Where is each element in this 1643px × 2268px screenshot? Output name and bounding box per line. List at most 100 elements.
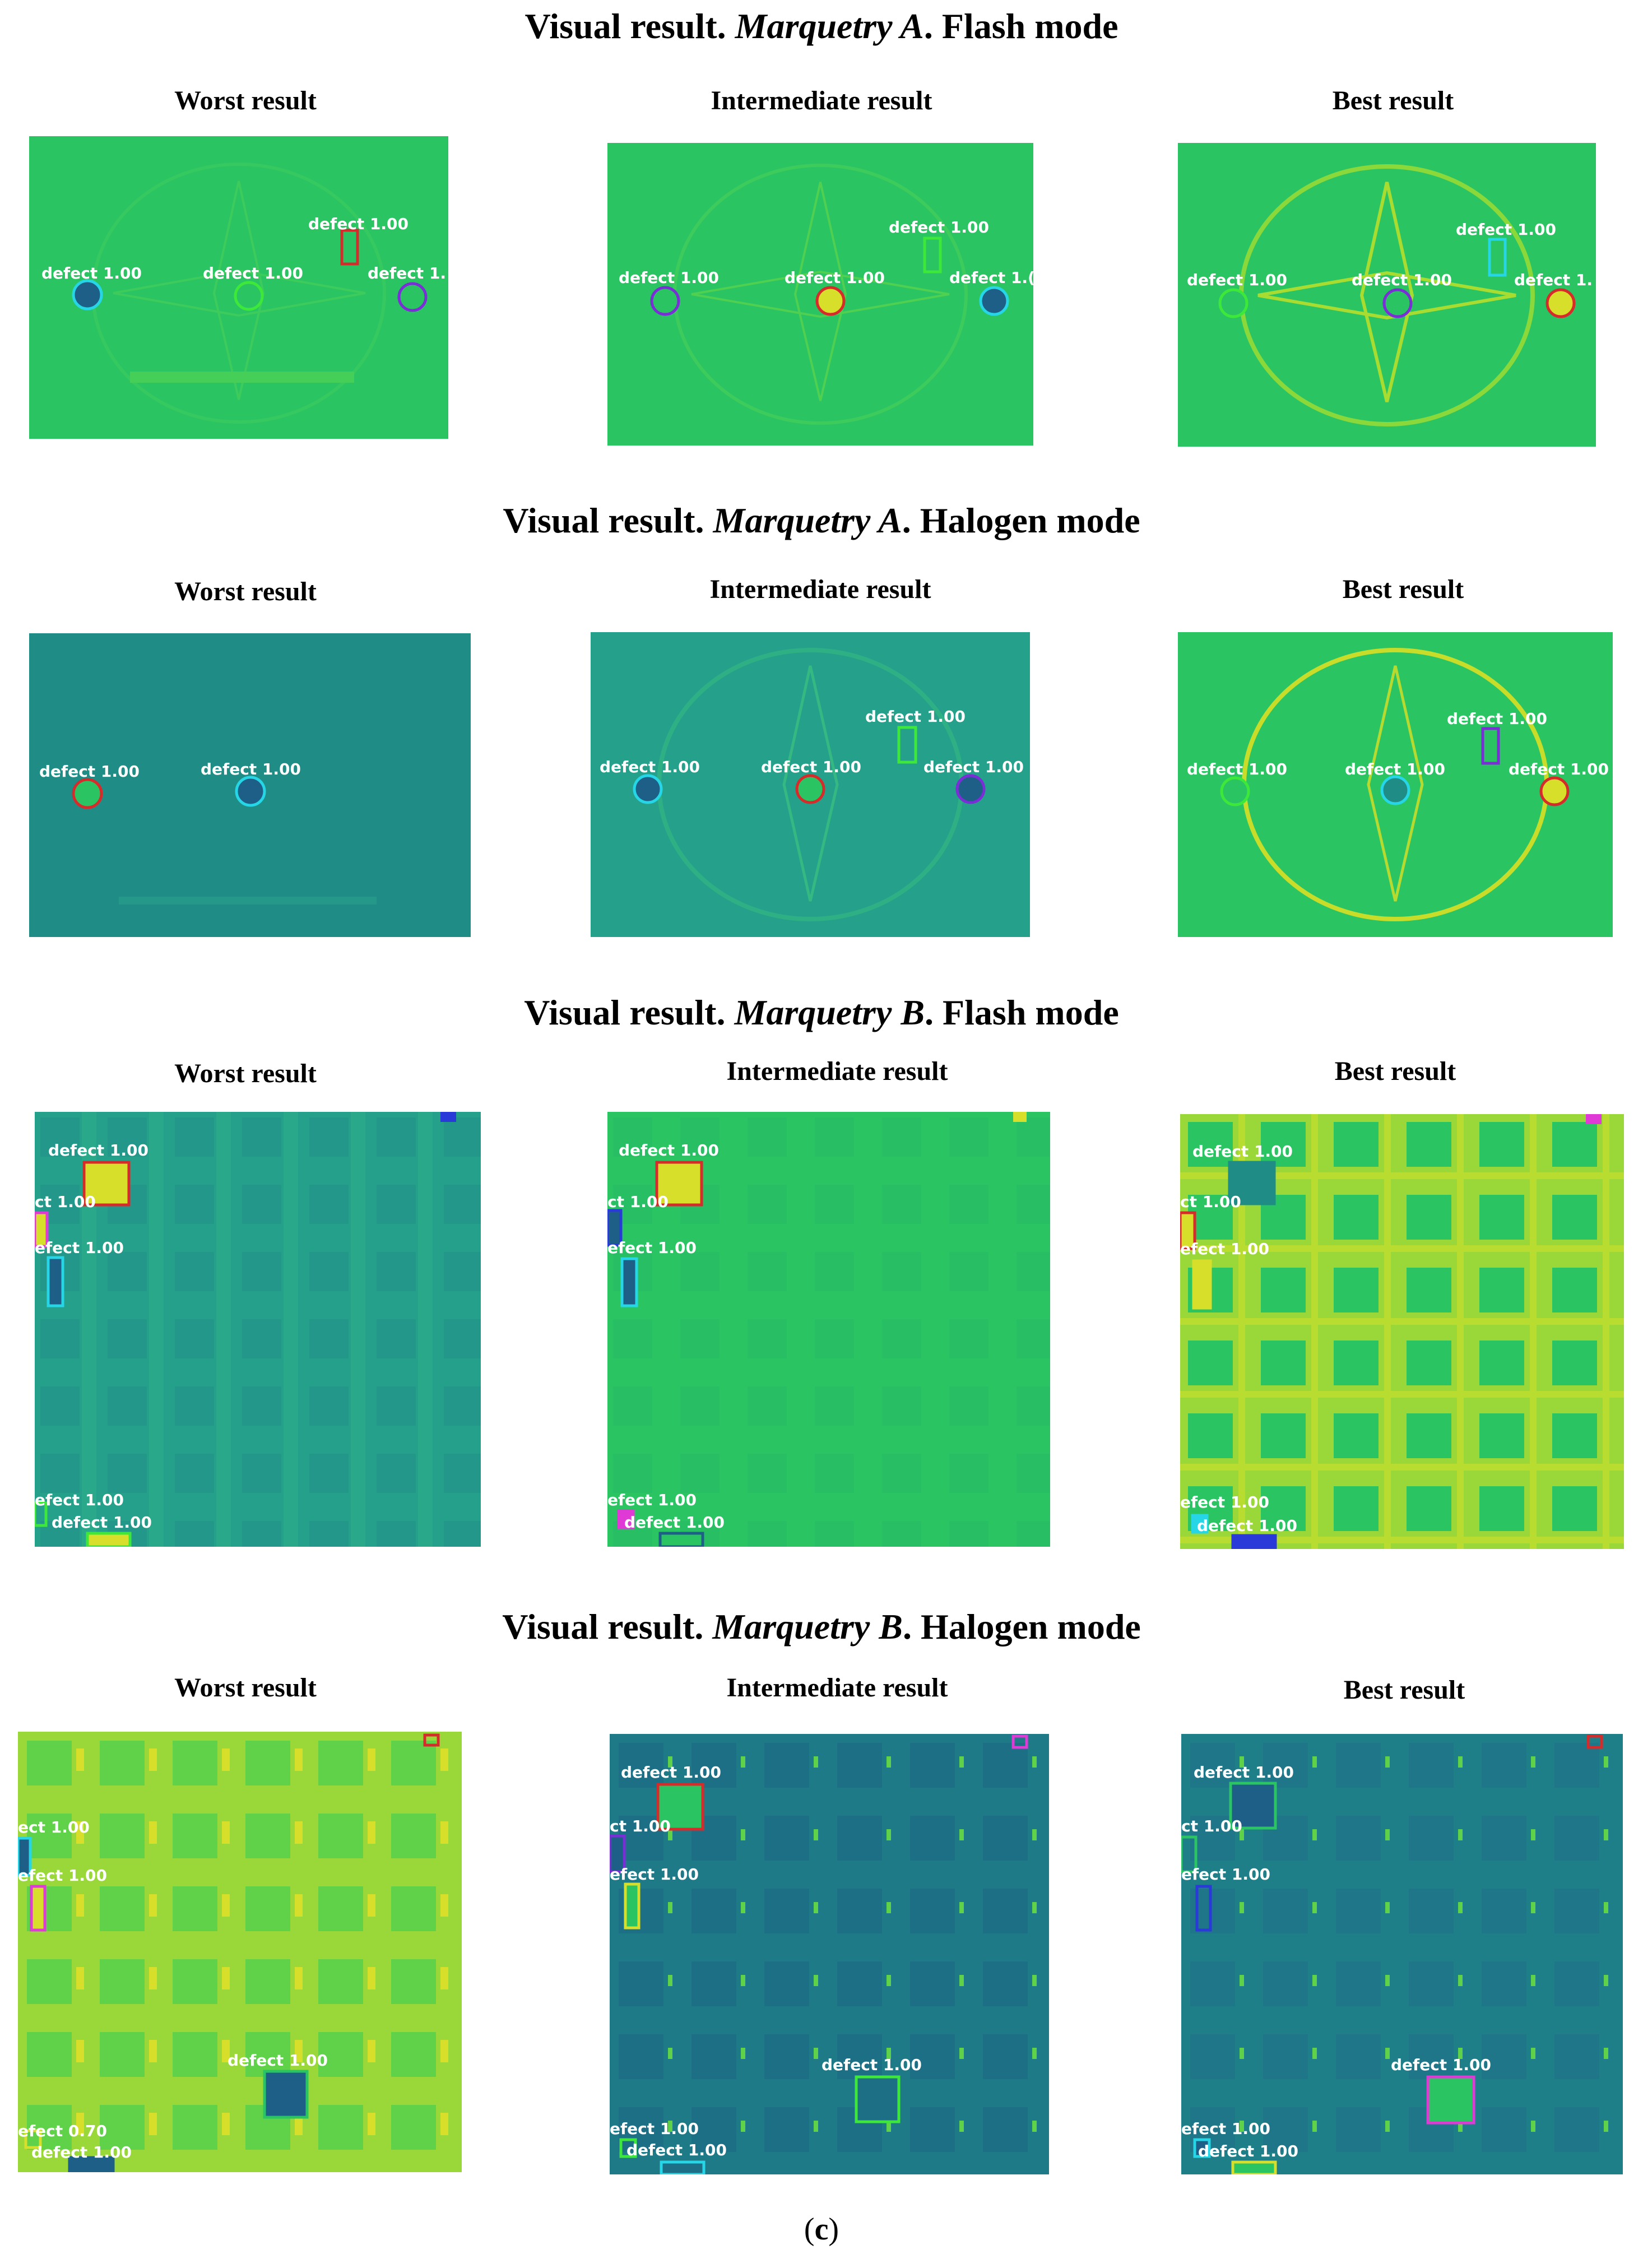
detection-box: defect 1.00: [624, 1513, 725, 1547]
detection-box: defect 1.00: [1197, 1516, 1297, 1549]
detection-box: defect 1.00: [822, 2056, 922, 2123]
detection-box: defect 1.00: [619, 1141, 719, 1207]
detection-box: efect 1.00: [1181, 1865, 1270, 1932]
detection-box: ct 1.00: [35, 1193, 96, 1248]
detection-label: defect 1.00: [822, 2056, 922, 2074]
detection-label: defect 1.00: [52, 1513, 152, 1532]
detection-box: efect 1.00: [610, 1865, 699, 1930]
detection-box: defect 1.00: [1198, 2142, 1298, 2174]
detection-label: ct 1.00: [607, 1193, 669, 1211]
result-image-b-halogen-best: defect 1.00 ct 1.00 efect 1.00 defect 1.…: [1181, 1734, 1623, 2174]
detection-box: defect 1.00: [865, 707, 966, 764]
detection-label: efect 1.00: [1180, 1493, 1269, 1511]
detection-box: efect 1.00: [1180, 1240, 1269, 1310]
detection-box: defect 1.00: [48, 1141, 148, 1207]
detection-box: defect 1.: [368, 264, 446, 312]
detection-label: efect 0.70: [18, 2122, 107, 2140]
result-image-a-halogen-intermediate: defect 1.00 defect 1.00 defect 1.00 defe…: [591, 632, 1030, 937]
result-image-b-flash-worst: defect 1.00 ct 1.00 efect 1.00 efect 1.0…: [35, 1112, 481, 1547]
detection-label: defect 1.00: [1187, 271, 1287, 289]
detection-box: efect 1.00: [607, 1491, 697, 1529]
detection-box: ct 1.00: [610, 1817, 671, 1873]
detection-box: defect 1.00: [1187, 760, 1287, 806]
result-image-b-halogen-intermediate: defect 1.00 ct 1.00 efect 1.00 defect 1.…: [610, 1734, 1049, 2174]
detection-label: defect 1.00: [308, 215, 409, 233]
column-title-worst: Worst result: [174, 577, 317, 606]
figure-caption: (c): [804, 2212, 839, 2247]
detection-label: efect 1.00: [1181, 2119, 1270, 2138]
section-title-marquetry-a-flash: Visual result. Marquetry A. Flash mode: [525, 6, 1118, 46]
result-image-a-flash-worst: defect 1.00 defect 1.00 defect 1.00 defe…: [29, 136, 448, 439]
column-title-intermediate: Intermediate result: [726, 1056, 948, 1086]
detection-box: defect 1.00: [600, 758, 700, 804]
result-image-b-flash-best: defect 1.00 ct 1.00 efect 1.00 efect 1.0…: [1180, 1114, 1624, 1549]
detection-box: defect 1.00: [41, 264, 142, 310]
detection-box: defect 1.00: [31, 2143, 132, 2172]
detection-label: efect 1.00: [1181, 1865, 1270, 1884]
detection-box: defect 1.: [1514, 271, 1593, 318]
detection-box: defect 1.00: [52, 1513, 152, 1547]
detection-box: defect 1.00: [203, 264, 303, 311]
detection-box: defect 1.00: [1192, 1142, 1293, 1205]
detection-label: defect 1.00: [619, 268, 719, 287]
detection-box: defect 1.00: [1194, 1763, 1294, 1830]
detection-box: efect 0.70: [18, 2122, 107, 2149]
detection-label: defect 1.00: [41, 264, 142, 282]
column-title-best: Best result: [1343, 1675, 1465, 1705]
column-title-intermediate: Intermediate result: [726, 1673, 948, 1703]
detection-label: defect 1.00: [1198, 2142, 1298, 2160]
detection-label: defect 1.00: [1509, 760, 1609, 778]
detection-label: defect 1.00: [865, 707, 966, 726]
section-title-marquetry-b-flash: Visual result. Marquetry B. Flash mode: [524, 992, 1119, 1032]
detection-label: defect 1.00: [1187, 760, 1287, 778]
column-title-best: Best result: [1332, 86, 1454, 115]
detection-label: efect 1.00: [607, 1491, 697, 1509]
detection-box: efect 1.00: [1181, 2119, 1270, 2158]
detection-label: defect 1.00: [626, 2141, 727, 2159]
detection-box: efect 1.00: [35, 1491, 124, 1527]
detection-label: efect 1.00: [35, 1239, 124, 1257]
detection-box: efect 1.00: [610, 2119, 699, 2158]
column-title-best: Best result: [1342, 574, 1464, 604]
detection-label: defect 1.00: [1345, 760, 1445, 778]
detection-label: defect 1.00: [1456, 220, 1556, 239]
detection-label: defect 1.00: [1391, 2056, 1491, 2074]
detection-box: ct 1.00: [1180, 1193, 1241, 1250]
detection-box: efect 1.00: [607, 1239, 697, 1307]
detection-label: efect 1.00: [1180, 1240, 1269, 1258]
detection-label: defect 1.(: [949, 268, 1033, 287]
detection-box: defect 1.00: [228, 2051, 328, 2119]
result-image-a-flash-intermediate: defect 1.00 defect 1.00 defect 1.00 defe…: [607, 143, 1033, 446]
detection-label: defect 1.00: [31, 2143, 132, 2162]
result-image-a-halogen-worst: defect 1.00 defect 1.00: [29, 633, 471, 937]
detection-label: defect 1.00: [201, 760, 301, 778]
detection-box: ect 1.00: [18, 1818, 90, 1877]
result-image-a-flash-best: defect 1.00 defect 1.00 defect 1.00 defe…: [1178, 143, 1596, 447]
detection-box: defect 1.00: [621, 1763, 721, 1831]
detection-label: defect 1.00: [39, 762, 140, 781]
detection-label: defect 1.00: [621, 1763, 721, 1782]
result-image-a-halogen-best: defect 1.00 defect 1.00 defect 1.00 defe…: [1178, 632, 1613, 937]
detection-label: efect 1.00: [18, 1866, 107, 1885]
detection-label: defect 1.00: [619, 1141, 719, 1159]
detection-box: efect 1.00: [35, 1239, 124, 1307]
detection-box: defect 1.00: [923, 758, 1024, 804]
detection-label: defect 1.00: [600, 758, 700, 776]
detection-label: efect 1.00: [607, 1239, 697, 1257]
detection-label: defect 1.00: [1192, 1142, 1293, 1161]
detection-label: ct 1.00: [35, 1193, 96, 1211]
detection-box: defect 1.00: [1456, 220, 1556, 277]
detection-label: defect 1.00: [1447, 709, 1547, 728]
detection-box: defect 1.00: [785, 268, 885, 316]
detection-label: defect 1.: [368, 264, 446, 282]
section-title-marquetry-b-halogen: Visual result. Marquetry B. Halogen mode: [502, 1607, 1141, 1646]
detection-label: defect 1.00: [203, 264, 303, 282]
detection-label: efect 1.00: [610, 1865, 699, 1884]
detection-label: defect 1.: [1514, 271, 1593, 289]
detection-box: defect 1.00: [1352, 271, 1452, 318]
detection-label: defect 1.00: [1352, 271, 1452, 289]
detection-box: defect 1.00: [1447, 709, 1547, 765]
detection-label: efect 1.00: [610, 2119, 699, 2138]
column-title-worst: Worst result: [174, 1059, 317, 1088]
detection-box: defect 1.00: [201, 760, 301, 807]
